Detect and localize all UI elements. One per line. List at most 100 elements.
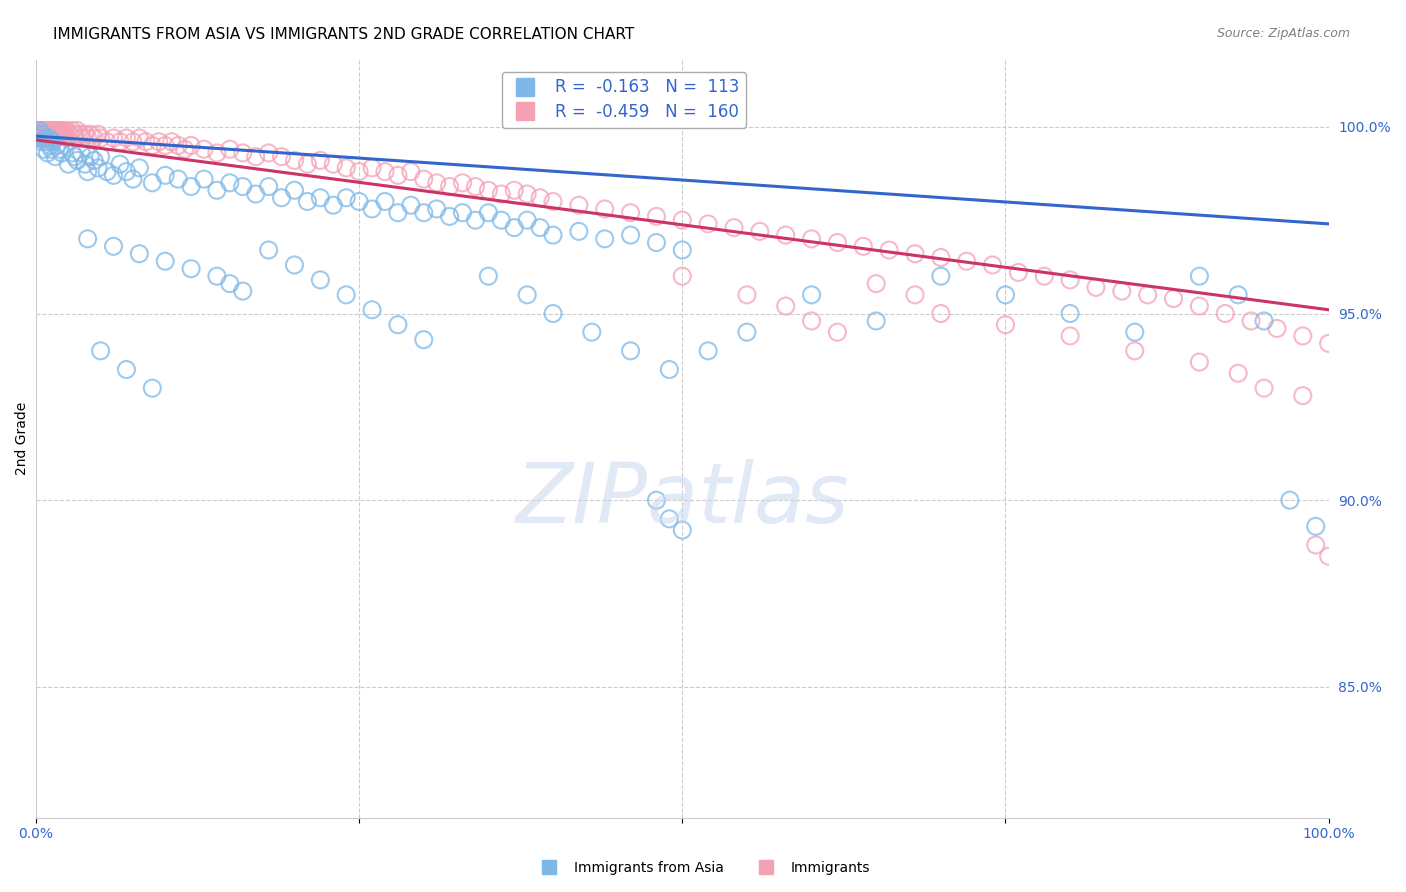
Point: [503, 220, 526, 235]
Point: [167, 138, 190, 153]
Point: [541, 228, 564, 243]
Point: [45, 128, 67, 142]
Point: [63, 128, 86, 142]
Point: [51, 128, 73, 142]
Point: [38, 128, 60, 142]
Point: [25, 123, 48, 137]
Point: [103, 239, 125, 253]
Point: [180, 138, 202, 153]
Point: [32, 123, 55, 137]
Point: [503, 183, 526, 197]
Point: [79, 128, 101, 142]
Point: [79, 150, 101, 164]
Point: [58, 128, 80, 142]
Point: [245, 187, 267, 202]
Point: [87, 128, 110, 142]
Point: [44, 131, 66, 145]
Point: [335, 288, 357, 302]
Point: [671, 213, 693, 227]
Point: [28, 131, 51, 145]
Point: [108, 135, 131, 149]
Point: [412, 172, 434, 186]
Point: [1227, 288, 1250, 302]
Point: [451, 176, 474, 190]
Point: [35, 128, 58, 142]
Point: [593, 202, 616, 216]
Point: [671, 269, 693, 284]
Point: [218, 142, 240, 156]
Point: [48, 128, 70, 142]
Point: [30, 135, 52, 149]
Point: [128, 246, 150, 260]
Point: [981, 258, 1004, 272]
Point: [32, 131, 55, 145]
Point: [46, 128, 69, 142]
Point: [44, 123, 66, 137]
Point: [827, 325, 849, 339]
Point: [645, 210, 668, 224]
Point: [568, 224, 591, 238]
Point: [516, 187, 538, 202]
Point: [87, 161, 110, 175]
Point: [491, 187, 513, 202]
Point: [148, 135, 170, 149]
Point: [464, 179, 486, 194]
Point: [35, 135, 58, 149]
Point: [904, 246, 927, 260]
Point: [439, 210, 461, 224]
Point: [477, 205, 499, 219]
Point: [374, 164, 396, 178]
Point: [1188, 355, 1211, 369]
Point: [90, 131, 112, 145]
Point: [491, 213, 513, 227]
Point: [1123, 325, 1146, 339]
Point: [58, 157, 80, 171]
Point: [83, 131, 105, 145]
Point: [1123, 343, 1146, 358]
Point: [658, 512, 681, 526]
Point: [1278, 493, 1301, 508]
Point: [516, 288, 538, 302]
Point: [1317, 549, 1340, 564]
Point: [32, 142, 55, 156]
Point: [1292, 389, 1315, 403]
Point: [1163, 292, 1185, 306]
Point: [72, 131, 94, 145]
Point: [173, 142, 195, 156]
Point: [39, 128, 62, 142]
Point: [1305, 519, 1327, 533]
Point: [128, 131, 150, 145]
Point: [63, 150, 86, 164]
Point: [37, 145, 59, 160]
Point: [1317, 336, 1340, 351]
Point: [180, 179, 202, 194]
Point: [800, 232, 823, 246]
Point: [30, 128, 52, 142]
Point: [42, 135, 65, 149]
Point: [205, 269, 228, 284]
Point: [775, 299, 797, 313]
Point: [399, 164, 422, 178]
Point: [994, 288, 1017, 302]
Point: [141, 381, 163, 395]
Point: [439, 179, 461, 194]
Point: [31, 128, 53, 142]
Point: [37, 128, 59, 142]
Point: [581, 325, 603, 339]
Point: [63, 131, 86, 145]
Point: [1007, 265, 1029, 279]
Point: [568, 198, 591, 212]
Point: [27, 131, 49, 145]
Point: [361, 161, 384, 175]
Point: [1305, 538, 1327, 552]
Point: [800, 314, 823, 328]
Point: [245, 150, 267, 164]
Point: [516, 213, 538, 227]
Point: [1188, 299, 1211, 313]
Point: [322, 198, 344, 212]
Point: [38, 131, 60, 145]
Point: [75, 157, 97, 171]
Point: [309, 191, 332, 205]
Point: [645, 235, 668, 250]
Point: [53, 138, 76, 153]
